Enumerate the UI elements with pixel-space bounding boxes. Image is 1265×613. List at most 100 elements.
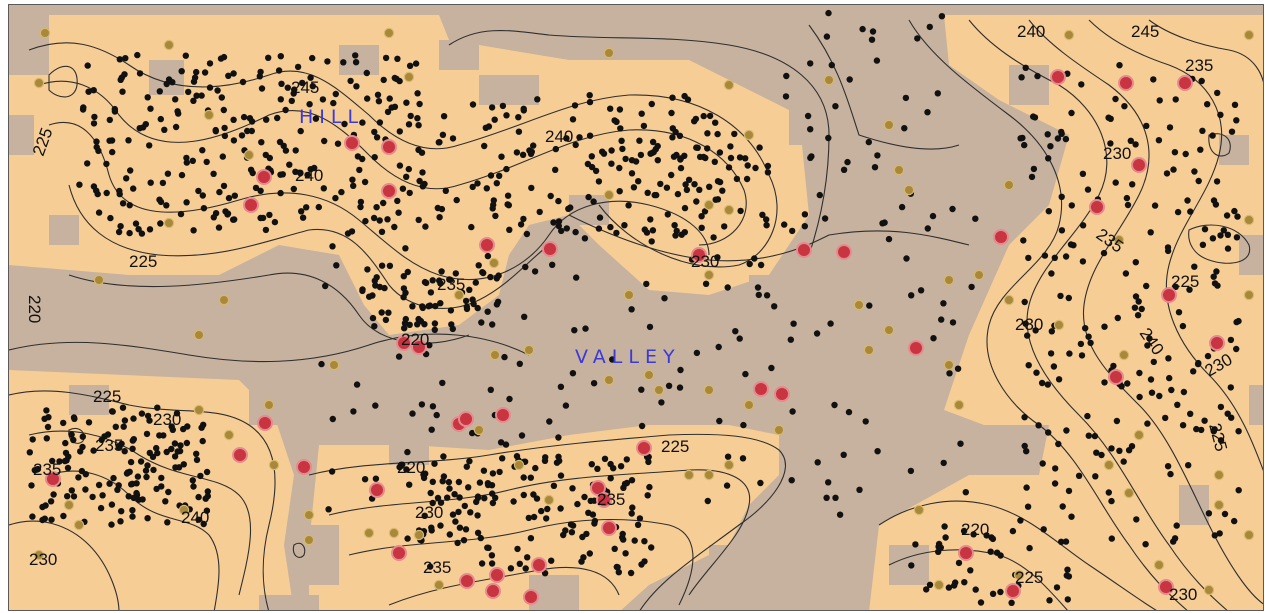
black-dot: [1041, 252, 1049, 259]
black-dot: [704, 497, 711, 505]
black-dot: [997, 588, 1004, 596]
black-dot: [79, 106, 87, 113]
black-dot: [159, 179, 167, 187]
black-dot: [198, 92, 205, 99]
black-dot: [620, 484, 627, 491]
black-dot: [263, 116, 270, 123]
olive-dot: [1153, 559, 1165, 571]
black-dot: [451, 491, 458, 498]
black-dot: [154, 404, 161, 411]
black-dot: [1150, 358, 1158, 366]
contour-line: [48, 65, 78, 98]
black-dot: [138, 410, 146, 417]
black-dot: [1179, 322, 1187, 330]
black-dot: [1093, 449, 1100, 456]
black-dot: [825, 9, 832, 17]
black-dot: [144, 94, 151, 101]
black-dot: [174, 108, 181, 115]
black-dot: [1064, 596, 1072, 603]
black-dot: [172, 123, 180, 131]
black-dot: [1191, 168, 1198, 175]
black-dot: [1133, 516, 1140, 523]
black-dot: [907, 467, 915, 475]
black-dot: [1123, 194, 1131, 202]
black-dot: [495, 272, 502, 279]
black-dot: [836, 511, 844, 518]
black-dot: [684, 96, 692, 103]
olive-dot: [603, 47, 615, 59]
black-dot: [502, 441, 510, 448]
black-dot: [118, 508, 125, 515]
black-dot: [967, 567, 974, 574]
olive-dot: [388, 527, 400, 539]
black-dot: [182, 52, 189, 59]
black-dot: [1144, 342, 1151, 349]
black-dot: [525, 514, 532, 522]
black-dot: [504, 192, 512, 199]
black-dot: [926, 581, 934, 588]
black-dot: [1018, 74, 1025, 81]
black-dot: [109, 148, 116, 156]
black-dot: [657, 180, 664, 188]
black-dot: [122, 55, 129, 62]
olive-dot: [913, 504, 925, 516]
black-dot: [29, 436, 36, 443]
black-dot: [230, 70, 237, 77]
black-dot: [1084, 412, 1091, 420]
black-dot: [1147, 376, 1155, 383]
olive-dot: [193, 404, 205, 416]
black-dot: [586, 98, 594, 106]
black-dot: [1191, 263, 1198, 270]
olive-dot: [523, 344, 535, 356]
black-dot: [1162, 414, 1169, 422]
black-dot: [428, 426, 435, 433]
black-dot: [1190, 368, 1197, 375]
black-dot: [572, 141, 579, 149]
black-dot: [488, 482, 496, 489]
black-dot: [164, 519, 171, 526]
black-dot: [161, 126, 168, 133]
red-dot: [381, 183, 397, 199]
black-dot: [259, 214, 267, 222]
black-dot: [736, 335, 743, 342]
black-dot: [789, 408, 796, 415]
black-dot: [378, 228, 386, 235]
black-dot: [292, 147, 299, 154]
black-dot: [885, 235, 893, 243]
black-dot: [506, 226, 513, 233]
valley-patches: [9, 15, 1263, 610]
contour-label: 225: [661, 437, 689, 456]
black-dot: [630, 184, 638, 191]
black-dot: [455, 478, 463, 486]
black-dot: [555, 434, 562, 441]
black-dot: [1142, 541, 1149, 548]
black-dot: [1174, 401, 1181, 408]
black-dot: [303, 204, 310, 211]
black-dot: [594, 465, 601, 472]
black-dot: [764, 169, 772, 176]
black-dot: [641, 226, 648, 233]
black-dot: [156, 432, 163, 439]
black-dot: [520, 474, 527, 481]
black-dot: [1224, 245, 1232, 252]
black-dot: [473, 498, 480, 506]
black-dot: [204, 488, 211, 495]
black-dot: [99, 492, 106, 499]
black-dot: [252, 184, 260, 192]
black-dot: [456, 524, 464, 531]
black-dot: [676, 132, 684, 139]
black-dot: [405, 165, 412, 173]
black-dot: [428, 527, 435, 534]
black-dot: [1108, 445, 1115, 452]
black-dot: [138, 230, 146, 237]
black-dot: [586, 132, 594, 139]
black-dot: [90, 120, 98, 127]
black-dot: [144, 515, 151, 522]
black-dot: [700, 112, 707, 120]
topographic-map: HILL VALLEY 245 240 225 235 240 230 220 …: [8, 4, 1264, 611]
red-dot: [381, 139, 397, 155]
red-dot: [458, 411, 474, 427]
black-dot: [364, 95, 371, 102]
black-dot: [132, 220, 140, 227]
black-dot: [755, 291, 762, 299]
